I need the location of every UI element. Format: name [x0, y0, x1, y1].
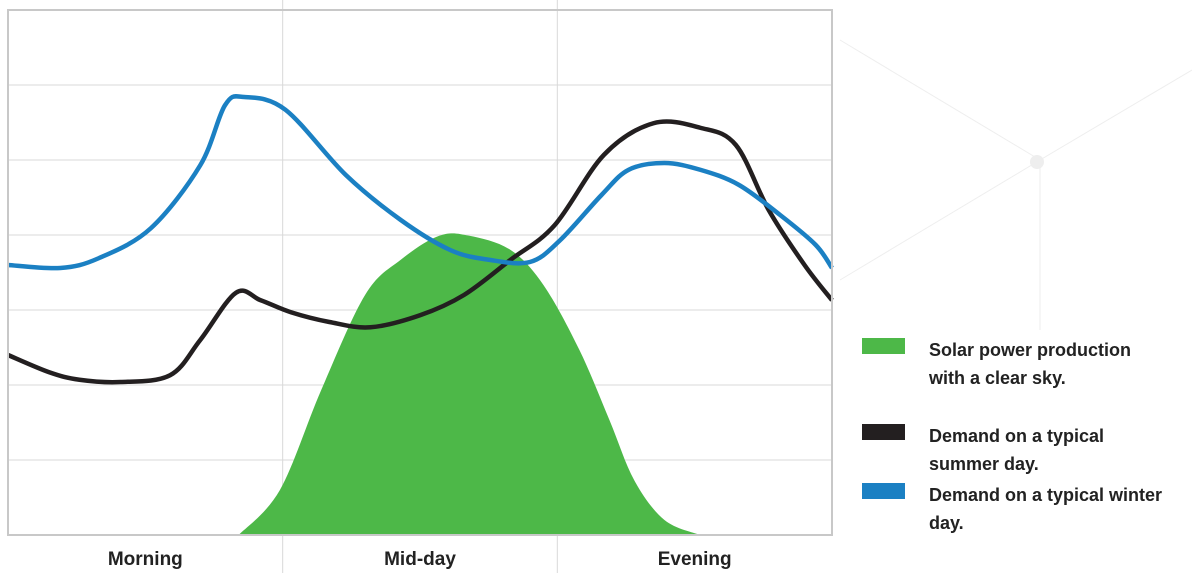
background-pattern	[839, 39, 1192, 330]
legend-swatch	[862, 424, 905, 440]
legend-entry: Demand on a typical summer day.	[862, 422, 1169, 478]
area	[238, 233, 701, 535]
line	[7, 94, 834, 271]
legend-entry: Solar power production with a clear sky.	[862, 336, 1169, 392]
x-tick-label: Evening	[658, 549, 732, 570]
legend-entry: Demand on a typical winter day.	[862, 481, 1169, 537]
x-tick-label: Morning	[108, 549, 183, 570]
plot-border	[7, 9, 833, 536]
x-tick-label: Mid-day	[384, 549, 456, 570]
background-dot	[1030, 155, 1044, 169]
legend-swatch	[862, 338, 905, 354]
legend-label: Solar power production with a clear sky.	[929, 340, 1132, 388]
legend-label: Demand on a typical summer day.	[929, 426, 1105, 474]
legend-label: Demand on a typical winter day.	[929, 485, 1163, 533]
line	[7, 119, 834, 385]
legend-swatch	[862, 483, 905, 499]
